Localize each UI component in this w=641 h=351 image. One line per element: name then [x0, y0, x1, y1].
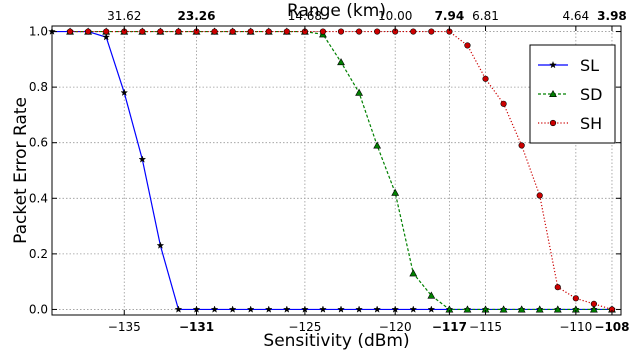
legend-label-sl: SL — [580, 56, 599, 75]
series-sh — [66, 28, 616, 313]
tick-layer: −135 −131 −125 −120 −117 −115 −110 −108 31.62 23.… — [29, 9, 630, 334]
series-sh-point — [500, 100, 507, 107]
legend-label-sh: SH — [580, 114, 602, 133]
series-sl-point — [156, 241, 165, 249]
y-axis-title: Packet Error Rate — [11, 97, 31, 244]
series-sh-point — [175, 28, 182, 35]
series-sl-point — [373, 305, 381, 313]
series-sl-point — [174, 305, 183, 313]
x-tick-label: −131 — [179, 320, 214, 334]
top-tick-label: 7.94 — [435, 9, 465, 23]
series-sh-point — [428, 28, 435, 35]
series-sh-point — [319, 28, 327, 35]
x-tick-label: −110 — [559, 320, 592, 334]
x-tick-label: −120 — [379, 320, 412, 334]
y-tick-label: 0.6 — [29, 136, 48, 150]
series-sd-point — [463, 305, 472, 313]
x-tick-label: −125 — [288, 320, 321, 334]
series-sl-point — [319, 305, 327, 313]
series-sl-point — [355, 305, 363, 313]
series-sl-point — [102, 33, 110, 41]
series-sl-point — [120, 88, 129, 96]
series-sh-point — [103, 28, 110, 35]
top-tick-label: 23.26 — [178, 9, 216, 23]
top-tick-label: 10.00 — [378, 9, 412, 23]
series-sh-point — [464, 42, 471, 49]
series-sl-point — [138, 155, 147, 163]
top-tick-label: 3.98 — [597, 9, 627, 23]
series-sh-point — [518, 142, 525, 149]
series-sd-point — [409, 269, 418, 277]
top-tick-label: 4.64 — [562, 9, 589, 23]
series-sh-point — [85, 28, 92, 35]
series-sd-point — [391, 188, 400, 196]
series-sd-point — [535, 305, 544, 313]
x-axis-title: Sensitivity (dBm) — [263, 331, 409, 351]
x-tick-label: −117 — [432, 320, 467, 334]
series-sl-point — [337, 305, 345, 313]
series-sh-point — [572, 295, 579, 302]
series-sh-point — [265, 28, 272, 35]
series-sd-point — [553, 305, 562, 313]
top-axis-title: Range (km) — [287, 1, 386, 21]
series-sh-point — [211, 28, 218, 35]
top-tick-label: 14.68 — [288, 9, 322, 23]
series-sh-point — [554, 284, 561, 291]
series-sl-point — [210, 305, 219, 313]
series-sh-point — [157, 28, 164, 35]
series-sh-point — [410, 28, 417, 35]
x-tick-label: −135 — [108, 320, 141, 334]
series-sd-point — [517, 305, 526, 313]
series-sl-point — [409, 305, 418, 313]
y-tick-label: 0.8 — [29, 80, 48, 94]
series-sh-point — [247, 28, 254, 35]
series-sd-point — [427, 291, 436, 299]
y-tick-label: 0.0 — [29, 302, 48, 316]
series-sh-point — [355, 28, 363, 35]
series-sl-point — [427, 305, 436, 313]
series-sd-point — [373, 141, 382, 149]
series-sh-point — [66, 28, 74, 35]
y-tick-label: 1.0 — [29, 25, 48, 39]
series-sl-point — [246, 305, 255, 313]
top-tick-label: 6.81 — [472, 9, 499, 23]
legend-marker-sh — [549, 119, 557, 127]
plot-frame — [51, 25, 622, 316]
series-layer — [48, 27, 616, 313]
legend-label-sd: SD — [580, 85, 602, 104]
series-sh-point — [229, 28, 236, 35]
series-sd-point — [499, 305, 508, 313]
series-sh-point — [374, 28, 381, 35]
series-sh-point — [337, 28, 345, 35]
x-tick-label: −115 — [469, 320, 502, 334]
series-sh-point — [139, 28, 146, 35]
legend-marker-sl — [549, 61, 557, 69]
series-sl-point — [228, 305, 237, 313]
series-sh-point — [283, 28, 290, 35]
top-tick-label: 31.62 — [107, 9, 141, 23]
series-sl-point — [283, 305, 291, 313]
series-sd-point — [589, 305, 598, 313]
y-tick-label: 0.2 — [29, 247, 48, 261]
series-sl-line — [52, 30, 612, 311]
series-sh-point — [590, 300, 598, 307]
series-sd-point — [355, 88, 363, 96]
legend: SL SD SH — [529, 44, 616, 144]
x-tick-label: −108 — [594, 320, 629, 334]
series-sl-point — [264, 305, 273, 313]
legend-marker-sd — [549, 89, 557, 98]
series-sd-point — [337, 58, 345, 66]
series-sh-point — [482, 75, 489, 82]
y-tick-label: 0.4 — [29, 191, 48, 205]
series-sh-point — [536, 192, 543, 199]
